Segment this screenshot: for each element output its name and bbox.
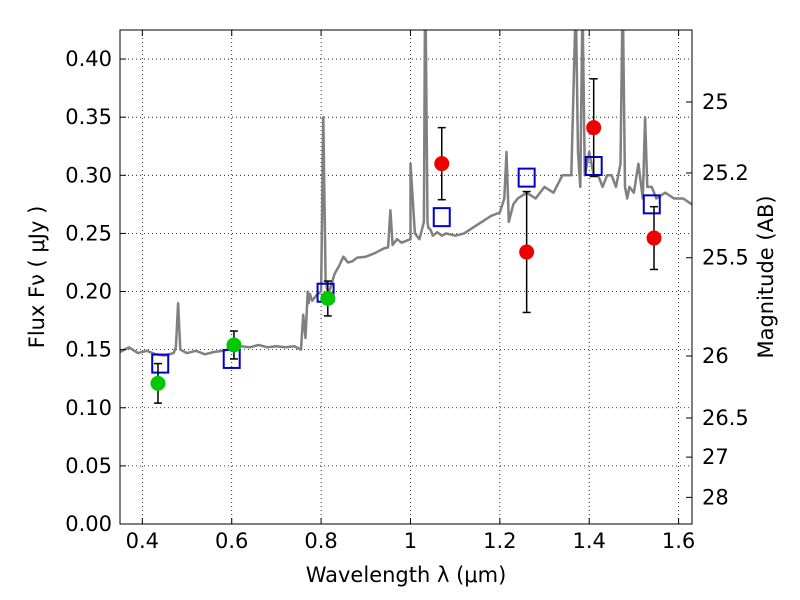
plot-frame xyxy=(119,29,693,525)
x-tick-label: 1.6 xyxy=(662,529,695,553)
model-photometry-marker xyxy=(517,167,536,188)
x-tick-label: 0.8 xyxy=(304,529,337,553)
y-tick-label: 0.20 xyxy=(65,280,112,304)
axis-ticks: 0.4 0.6 0.8 1 1.2 1.4 1.6 0.00 0.05 0.10 0.15 0.20 0… xyxy=(65,30,749,553)
x-axis-label: Wavelength λ (μm) xyxy=(306,563,507,587)
y-tick-label: 0.05 xyxy=(65,454,112,478)
magnitude-tick-label: 25.2 xyxy=(702,161,749,185)
optical-data-point xyxy=(226,337,242,353)
magnitude-tick-label: 26 xyxy=(702,344,729,368)
x-tick-label: 1.2 xyxy=(483,529,516,553)
model-photometry-marker xyxy=(151,353,170,374)
optical-data-point xyxy=(320,291,336,307)
magnitude-tick-label: 25.5 xyxy=(702,246,749,270)
magnitude-tick-label: 27 xyxy=(702,445,729,469)
data-series xyxy=(120,30,692,404)
x-tick-label: 1 xyxy=(404,529,417,553)
y-axis-label-left: Flux Fν ( μJy ) xyxy=(25,206,49,349)
y-axis-label-right: Magnitude (AB) xyxy=(754,195,778,358)
y-tick-label: 0.30 xyxy=(65,163,112,187)
y-tick-label: 0.00 xyxy=(65,512,112,536)
model-photometry-marker xyxy=(432,207,451,228)
nir-data-point xyxy=(434,156,450,172)
y-tick-label: 0.10 xyxy=(65,396,112,420)
model-photometry-marker xyxy=(642,194,661,215)
nir-data-point xyxy=(646,230,662,246)
y-tick-label: 0.15 xyxy=(65,338,112,362)
spectrum-line xyxy=(120,30,692,357)
y-tick-label: 0.35 xyxy=(65,105,112,129)
y-tick-label: 0.25 xyxy=(65,221,112,245)
y-tick-label: 0.40 xyxy=(65,47,112,71)
x-tick-label: 0.4 xyxy=(126,529,159,553)
x-tick-label: 1.4 xyxy=(573,529,606,553)
nir-data-point xyxy=(519,244,535,260)
nir-data-point xyxy=(586,120,602,136)
optical-data-point xyxy=(150,375,166,391)
magnitude-tick-label: 28 xyxy=(702,485,729,509)
x-tick-label: 0.6 xyxy=(215,529,248,553)
magnitude-tick-label: 26.5 xyxy=(702,406,749,430)
plot-area-background xyxy=(120,30,692,524)
magnitude-tick-label: 25 xyxy=(702,90,729,114)
